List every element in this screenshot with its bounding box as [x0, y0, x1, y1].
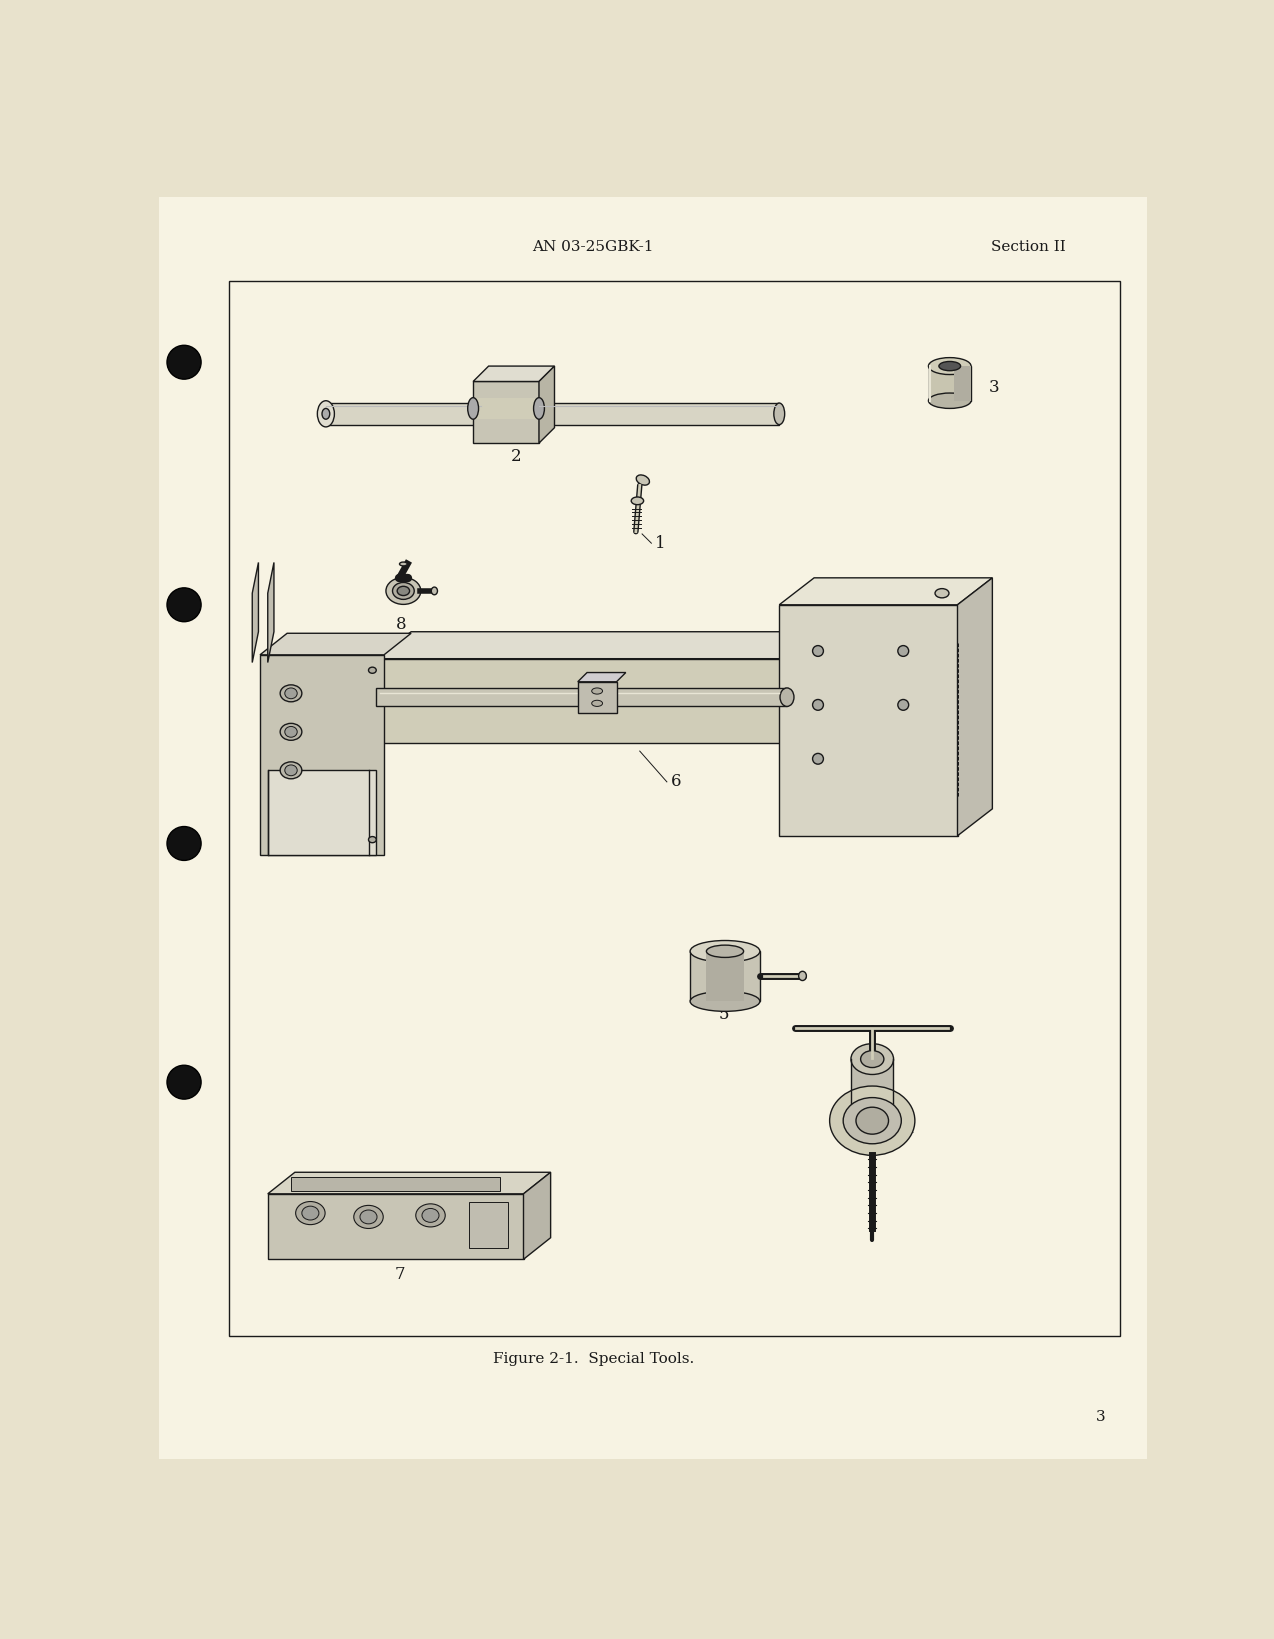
Ellipse shape: [280, 685, 302, 701]
Ellipse shape: [386, 577, 420, 605]
Bar: [260, 656, 383, 856]
Polygon shape: [524, 1172, 550, 1259]
Polygon shape: [954, 365, 971, 400]
Ellipse shape: [773, 403, 785, 425]
Text: Section II: Section II: [991, 239, 1066, 254]
Text: AN 03-25GBK-1: AN 03-25GBK-1: [533, 239, 654, 254]
Bar: [290, 1177, 501, 1192]
Ellipse shape: [280, 723, 302, 741]
Ellipse shape: [285, 726, 297, 738]
Ellipse shape: [432, 587, 437, 595]
Bar: [268, 1193, 524, 1259]
Ellipse shape: [706, 946, 744, 957]
Bar: [229, 282, 1120, 1336]
Ellipse shape: [929, 357, 971, 375]
Ellipse shape: [861, 1051, 884, 1067]
Text: 1: 1: [655, 534, 666, 552]
Ellipse shape: [534, 398, 544, 420]
Ellipse shape: [285, 765, 297, 775]
Polygon shape: [376, 631, 829, 659]
Ellipse shape: [296, 1201, 325, 1224]
Ellipse shape: [422, 1208, 440, 1223]
Ellipse shape: [813, 700, 823, 710]
Ellipse shape: [636, 475, 650, 485]
Ellipse shape: [468, 398, 479, 420]
Polygon shape: [268, 1172, 550, 1193]
Text: 4: 4: [903, 1119, 913, 1137]
Text: Figure 2-1.  Special Tools.: Figure 2-1. Special Tools.: [493, 1352, 694, 1367]
Ellipse shape: [898, 646, 908, 656]
Ellipse shape: [898, 700, 908, 710]
Bar: [691, 951, 759, 1001]
Bar: [469, 1201, 508, 1247]
Ellipse shape: [317, 400, 334, 426]
Ellipse shape: [285, 688, 297, 698]
Ellipse shape: [415, 1203, 445, 1228]
Ellipse shape: [813, 754, 823, 764]
Ellipse shape: [813, 646, 823, 656]
Bar: [539, 403, 780, 425]
Ellipse shape: [167, 826, 201, 860]
Text: 3: 3: [1096, 1410, 1106, 1424]
Ellipse shape: [591, 688, 603, 693]
Polygon shape: [473, 365, 554, 382]
Ellipse shape: [322, 408, 330, 420]
Bar: [473, 398, 539, 420]
Ellipse shape: [631, 497, 643, 505]
Ellipse shape: [591, 700, 603, 706]
Bar: [268, 770, 376, 856]
Bar: [577, 682, 617, 713]
Ellipse shape: [167, 588, 201, 621]
Ellipse shape: [400, 562, 408, 565]
Ellipse shape: [935, 588, 949, 598]
Polygon shape: [780, 579, 992, 605]
Ellipse shape: [280, 762, 302, 779]
Text: 2: 2: [511, 449, 521, 465]
Ellipse shape: [799, 972, 806, 980]
Ellipse shape: [167, 346, 201, 379]
Bar: [929, 365, 972, 400]
Bar: [326, 403, 480, 425]
Text: 7: 7: [394, 1267, 405, 1283]
Ellipse shape: [856, 1108, 888, 1134]
Bar: [706, 951, 744, 1001]
Bar: [376, 688, 787, 706]
Bar: [851, 1059, 893, 1121]
Ellipse shape: [843, 1098, 901, 1144]
Ellipse shape: [302, 1206, 318, 1219]
Ellipse shape: [939, 362, 961, 370]
Polygon shape: [577, 672, 626, 682]
Bar: [473, 382, 539, 443]
Polygon shape: [268, 562, 274, 662]
Polygon shape: [539, 365, 554, 443]
Text: 3: 3: [989, 379, 999, 397]
Bar: [376, 659, 795, 744]
Ellipse shape: [354, 1205, 383, 1229]
Polygon shape: [958, 579, 992, 836]
Ellipse shape: [851, 1044, 893, 1075]
Ellipse shape: [929, 393, 971, 408]
Ellipse shape: [691, 941, 759, 962]
Ellipse shape: [361, 1210, 377, 1224]
Ellipse shape: [167, 1065, 201, 1100]
Ellipse shape: [368, 836, 376, 842]
Ellipse shape: [397, 587, 409, 595]
Text: 8: 8: [396, 616, 406, 633]
Ellipse shape: [368, 667, 376, 674]
Ellipse shape: [829, 1087, 915, 1155]
Ellipse shape: [691, 992, 759, 1011]
Polygon shape: [260, 633, 412, 656]
Ellipse shape: [780, 688, 794, 706]
Ellipse shape: [392, 582, 414, 600]
Polygon shape: [252, 562, 259, 662]
Text: 6: 6: [670, 774, 682, 790]
Bar: [780, 605, 958, 836]
Text: 5: 5: [719, 1006, 729, 1023]
